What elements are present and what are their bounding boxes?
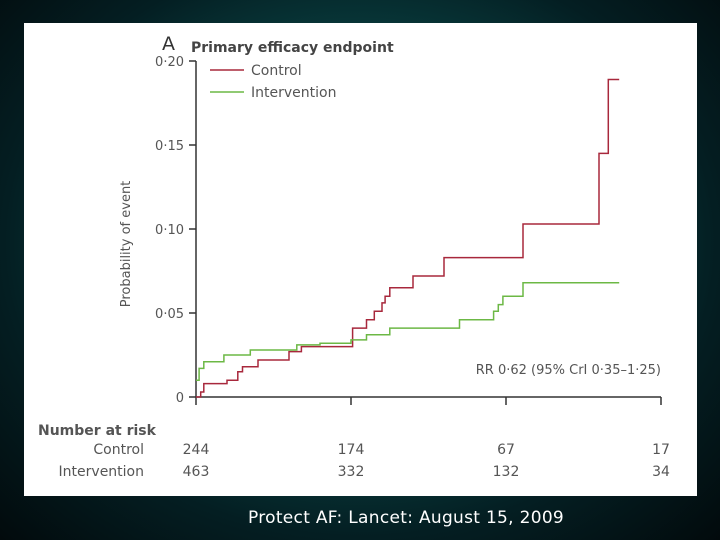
rr-annotation: RR 0·62 (95% CrI 0·35–1·25) [476, 363, 661, 378]
legend: Control Intervention [210, 63, 336, 101]
y-ticks: 0 0·05 0·10 0·15 0·20 [155, 55, 196, 406]
chart-title: Primary efficacy endpoint [191, 40, 394, 56]
y-tick-label: 0 [176, 391, 184, 406]
legend-label-intervention: Intervention [251, 85, 336, 101]
risk-value-intervention: 463 [183, 464, 210, 480]
risk-row-label-intervention: Intervention [59, 464, 144, 480]
risk-value-intervention: 332 [338, 464, 365, 480]
series-line-control [196, 78, 620, 398]
risk-values: 244 174 67 17 463 332 132 34 [183, 442, 670, 480]
risk-value-control: 244 [183, 442, 210, 458]
risk-table-title: Number at risk [38, 423, 157, 439]
y-tick-label: 0·05 [155, 307, 184, 322]
series-line-intervention [196, 282, 620, 381]
y-tick-label: 0·20 [155, 55, 184, 70]
km-chart: A Primary efficacy endpoint Probability … [38, 33, 670, 480]
x-ticks [195, 397, 662, 405]
risk-value-intervention: 132 [493, 464, 520, 480]
panel-letter: A [162, 33, 175, 55]
y-axis-label: Probability of event [119, 181, 134, 308]
risk-value-control: 67 [497, 442, 515, 458]
series-layer [196, 78, 620, 398]
risk-value-control: 17 [652, 442, 670, 458]
slide-caption: Protect AF: Lancet: August 15, 2009 [247, 508, 565, 528]
risk-value-control: 174 [338, 442, 365, 458]
y-tick-label: 0·10 [155, 223, 184, 238]
y-tick-label: 0·15 [155, 139, 184, 154]
legend-label-control: Control [251, 63, 302, 79]
risk-value-intervention: 34 [652, 464, 670, 480]
slide-figure-panel: A Primary efficacy endpoint Probability … [24, 23, 697, 496]
risk-row-label-control: Control [93, 442, 144, 458]
